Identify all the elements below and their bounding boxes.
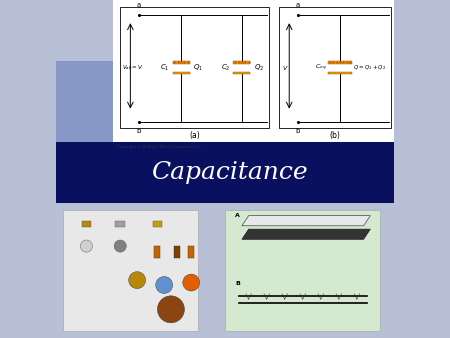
Text: Copyright © Addison Wesley Longman, Inc.: Copyright © Addison Wesley Longman, Inc. (117, 145, 202, 149)
Text: a: a (296, 2, 300, 8)
Text: A: A (235, 213, 240, 218)
Polygon shape (242, 229, 370, 239)
Text: $C_{eq}$: $C_{eq}$ (315, 63, 326, 73)
Bar (173, 72, 189, 74)
Bar (279, 7, 391, 128)
Bar (154, 246, 160, 258)
Text: (a): (a) (189, 131, 200, 140)
Bar (63, 210, 198, 331)
Bar (333, 0, 394, 61)
Circle shape (81, 240, 93, 252)
Bar (56, 196, 113, 264)
Bar (153, 221, 162, 227)
Bar (56, 61, 130, 128)
Text: $Q_1$: $Q_1$ (193, 63, 203, 73)
Bar (113, 0, 394, 142)
Bar (173, 61, 189, 64)
Bar (328, 72, 352, 74)
Text: b: b (296, 128, 300, 134)
Text: $V$: $V$ (283, 64, 289, 72)
Bar (328, 61, 352, 64)
Bar (56, 203, 394, 338)
Circle shape (156, 276, 173, 293)
Bar (116, 221, 125, 227)
Text: a: a (137, 2, 141, 8)
Text: $C_2$: $C_2$ (220, 63, 230, 73)
Text: (b): (b) (329, 131, 340, 140)
Bar (234, 61, 250, 64)
Text: Capacitance: Capacitance (151, 161, 307, 184)
Bar (174, 246, 180, 258)
Bar (234, 72, 250, 74)
Text: $Q_2$: $Q_2$ (254, 63, 264, 73)
Bar (225, 210, 381, 331)
Circle shape (158, 296, 184, 323)
Text: $C_1$: $C_1$ (160, 63, 169, 73)
Bar (82, 221, 91, 227)
Polygon shape (242, 216, 370, 226)
Bar (188, 246, 194, 258)
Text: b: b (137, 128, 141, 134)
Text: B: B (235, 281, 240, 286)
Bar (56, 128, 174, 196)
Circle shape (114, 240, 126, 252)
Circle shape (129, 272, 145, 289)
Circle shape (183, 274, 200, 291)
Bar (120, 7, 269, 128)
Text: $Q=Q_1+Q_2$: $Q=Q_1+Q_2$ (353, 63, 387, 72)
Bar (56, 142, 394, 203)
Text: $V_{ab}=V$: $V_{ab}=V$ (122, 63, 144, 72)
